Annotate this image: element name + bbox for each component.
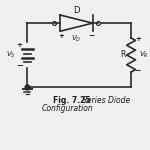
Text: Fig. 7.25: Fig. 7.25 [52,96,90,105]
Text: +: + [58,33,64,39]
Text: −: − [135,66,141,75]
Text: D: D [73,6,80,15]
Text: Configuration: Configuration [42,104,93,113]
Text: −: − [88,31,94,40]
Text: +: + [135,36,141,42]
Text: $V_R$: $V_R$ [139,50,148,60]
Text: −: − [16,61,23,70]
Text: Series Diode: Series Diode [82,96,130,105]
Text: $V_D$: $V_D$ [71,34,81,44]
Text: $V_S$: $V_S$ [6,50,16,60]
Text: R: R [120,51,126,60]
Text: +: + [16,42,22,48]
